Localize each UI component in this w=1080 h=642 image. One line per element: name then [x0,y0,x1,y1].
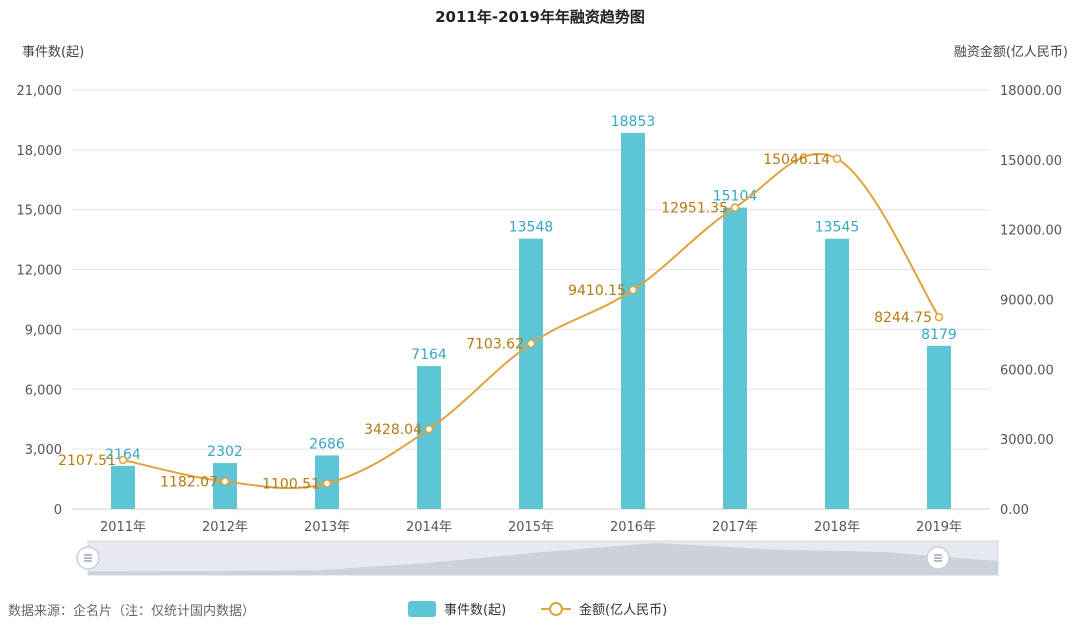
amount-line [122,152,940,490]
grip-icon [84,554,92,562]
right-axis-name: 融资金额(亿人民币) [954,44,1068,60]
data-source-note: 数据来源：企名片（注：仅统计国内数据） [8,603,255,619]
line-series: 2107.51 1182.07 1100.51 3428.04 7103.62 9410.… [58,152,944,492]
line-point [730,203,740,212]
bar [213,463,237,509]
line-value-label: 7103.62 [466,337,524,353]
x-tick-label: 2017年 [712,520,758,535]
line-point [526,339,536,348]
x-tick-label: 2011年 [100,520,146,535]
right-tick-label: 15000.00 [1000,154,1062,169]
legend-item-bar[interactable]: 事件数(起) [408,601,506,618]
line-point [832,154,842,164]
bar-value-label: 2302 [207,444,243,460]
line-value-label: 8244.75 [874,310,932,326]
left-axis-name: 事件数(起) [22,45,84,60]
legend-bar-label: 事件数(起) [444,603,506,618]
left-axis: 0 3,000 6,000 9,000 12,000 15,000 18,000 21,000 [17,84,63,518]
legend-line-label: 金额(亿人民币) [579,602,667,618]
line-point [118,455,128,465]
bar-value-label: 13545 [815,220,860,236]
zoom-handle-end[interactable] [926,546,950,570]
line-value-label: 1100.51 [262,476,320,492]
left-tick-label: 6,000 [25,383,62,398]
bar [621,132,645,509]
bar-value-label: 7164 [411,347,447,363]
x-tick-label: 2019年 [916,520,962,535]
line-point [322,479,332,488]
bar [111,465,135,509]
x-tick-label: 2013年 [304,520,350,535]
data-zoom-slider[interactable] [76,540,999,576]
left-tick-label: 12,000 [17,264,63,279]
bar [723,207,747,510]
line-point [934,312,944,322]
bar [519,238,543,509]
line-value-label: 3428.04 [364,422,422,438]
legend-item-line[interactable]: 金额(亿人民币) [541,602,667,618]
bar [417,366,441,509]
x-tick-label: 2014年 [406,520,452,535]
x-tick-label: 2015年 [508,520,554,535]
x-axis: 2011年 2012年 2013年 2014年 2015年 2016年 2017年 2018年… [100,520,962,535]
bar-value-label: 8179 [921,327,957,343]
right-tick-label: 12000.00 [1000,224,1062,239]
line-value-label: 15046.14 [763,152,830,168]
line-value-label: 9410.15 [568,283,626,299]
left-tick-label: 3,000 [25,443,62,458]
line-point [628,285,638,295]
left-tick-label: 0 [54,503,62,518]
right-tick-label: 9000.00 [1000,294,1054,309]
line-value-label: 1182.07 [160,474,218,490]
bar [825,238,849,509]
x-tick-label: 2016年 [610,520,656,535]
right-tick-label: 6000.00 [1000,363,1054,378]
line-value-label: 12951.35 [661,201,728,217]
chart-title: 2011年-2019年年融资趋势图 [435,8,645,26]
bar-value-label: 18853 [611,114,656,130]
x-tick-label: 2018年 [814,520,860,535]
right-tick-label: 18000.00 [1000,84,1062,99]
right-axis: 0.00 3000.00 6000.00 9000.00 12000.00 15000.0… [1000,84,1062,518]
legend-bar-swatch [408,601,436,617]
line-point [220,477,230,486]
x-tick-label: 2012年 [202,520,248,535]
bar-value-label: 2164 [105,447,141,463]
left-tick-label: 9,000 [25,323,62,338]
right-tick-label: 3000.00 [1000,433,1054,448]
left-tick-label: 21,000 [17,84,63,99]
left-tick-label: 18,000 [17,144,63,159]
bar-value-label: 2686 [309,436,345,452]
zoom-preview-area [88,543,998,575]
line-value-label: 2107.51 [58,453,116,469]
grip-icon [934,554,942,562]
right-tick-label: 0.00 [1000,503,1029,518]
line-point [424,424,434,434]
left-tick-label: 15,000 [17,204,63,219]
bar [927,345,951,509]
zoom-handle-start[interactable] [76,546,100,570]
legend-line-marker-icon [549,602,563,616]
bar-value-label: 13548 [509,220,554,236]
